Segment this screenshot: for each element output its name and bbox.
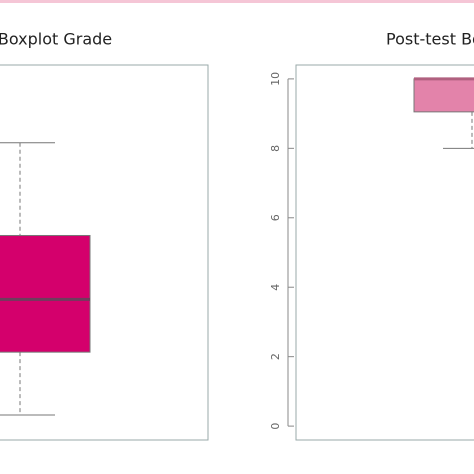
- y-tick-label: 0: [269, 423, 282, 430]
- chart-title: Post-test Bo: [386, 30, 474, 49]
- plot-frame: [295, 64, 474, 441]
- y-tick-label: 4: [269, 284, 282, 291]
- box: [413, 78, 474, 113]
- chart-title: Boxplot Grade: [0, 30, 112, 49]
- y-tick-label: 8: [269, 145, 282, 152]
- plot-frame: [0, 64, 209, 441]
- y-tick-label: 10: [269, 72, 282, 86]
- y-tick-label: 2: [269, 353, 282, 360]
- y-tick-label: 6: [269, 214, 282, 221]
- box: [0, 234, 91, 353]
- top-border: [0, 0, 474, 3]
